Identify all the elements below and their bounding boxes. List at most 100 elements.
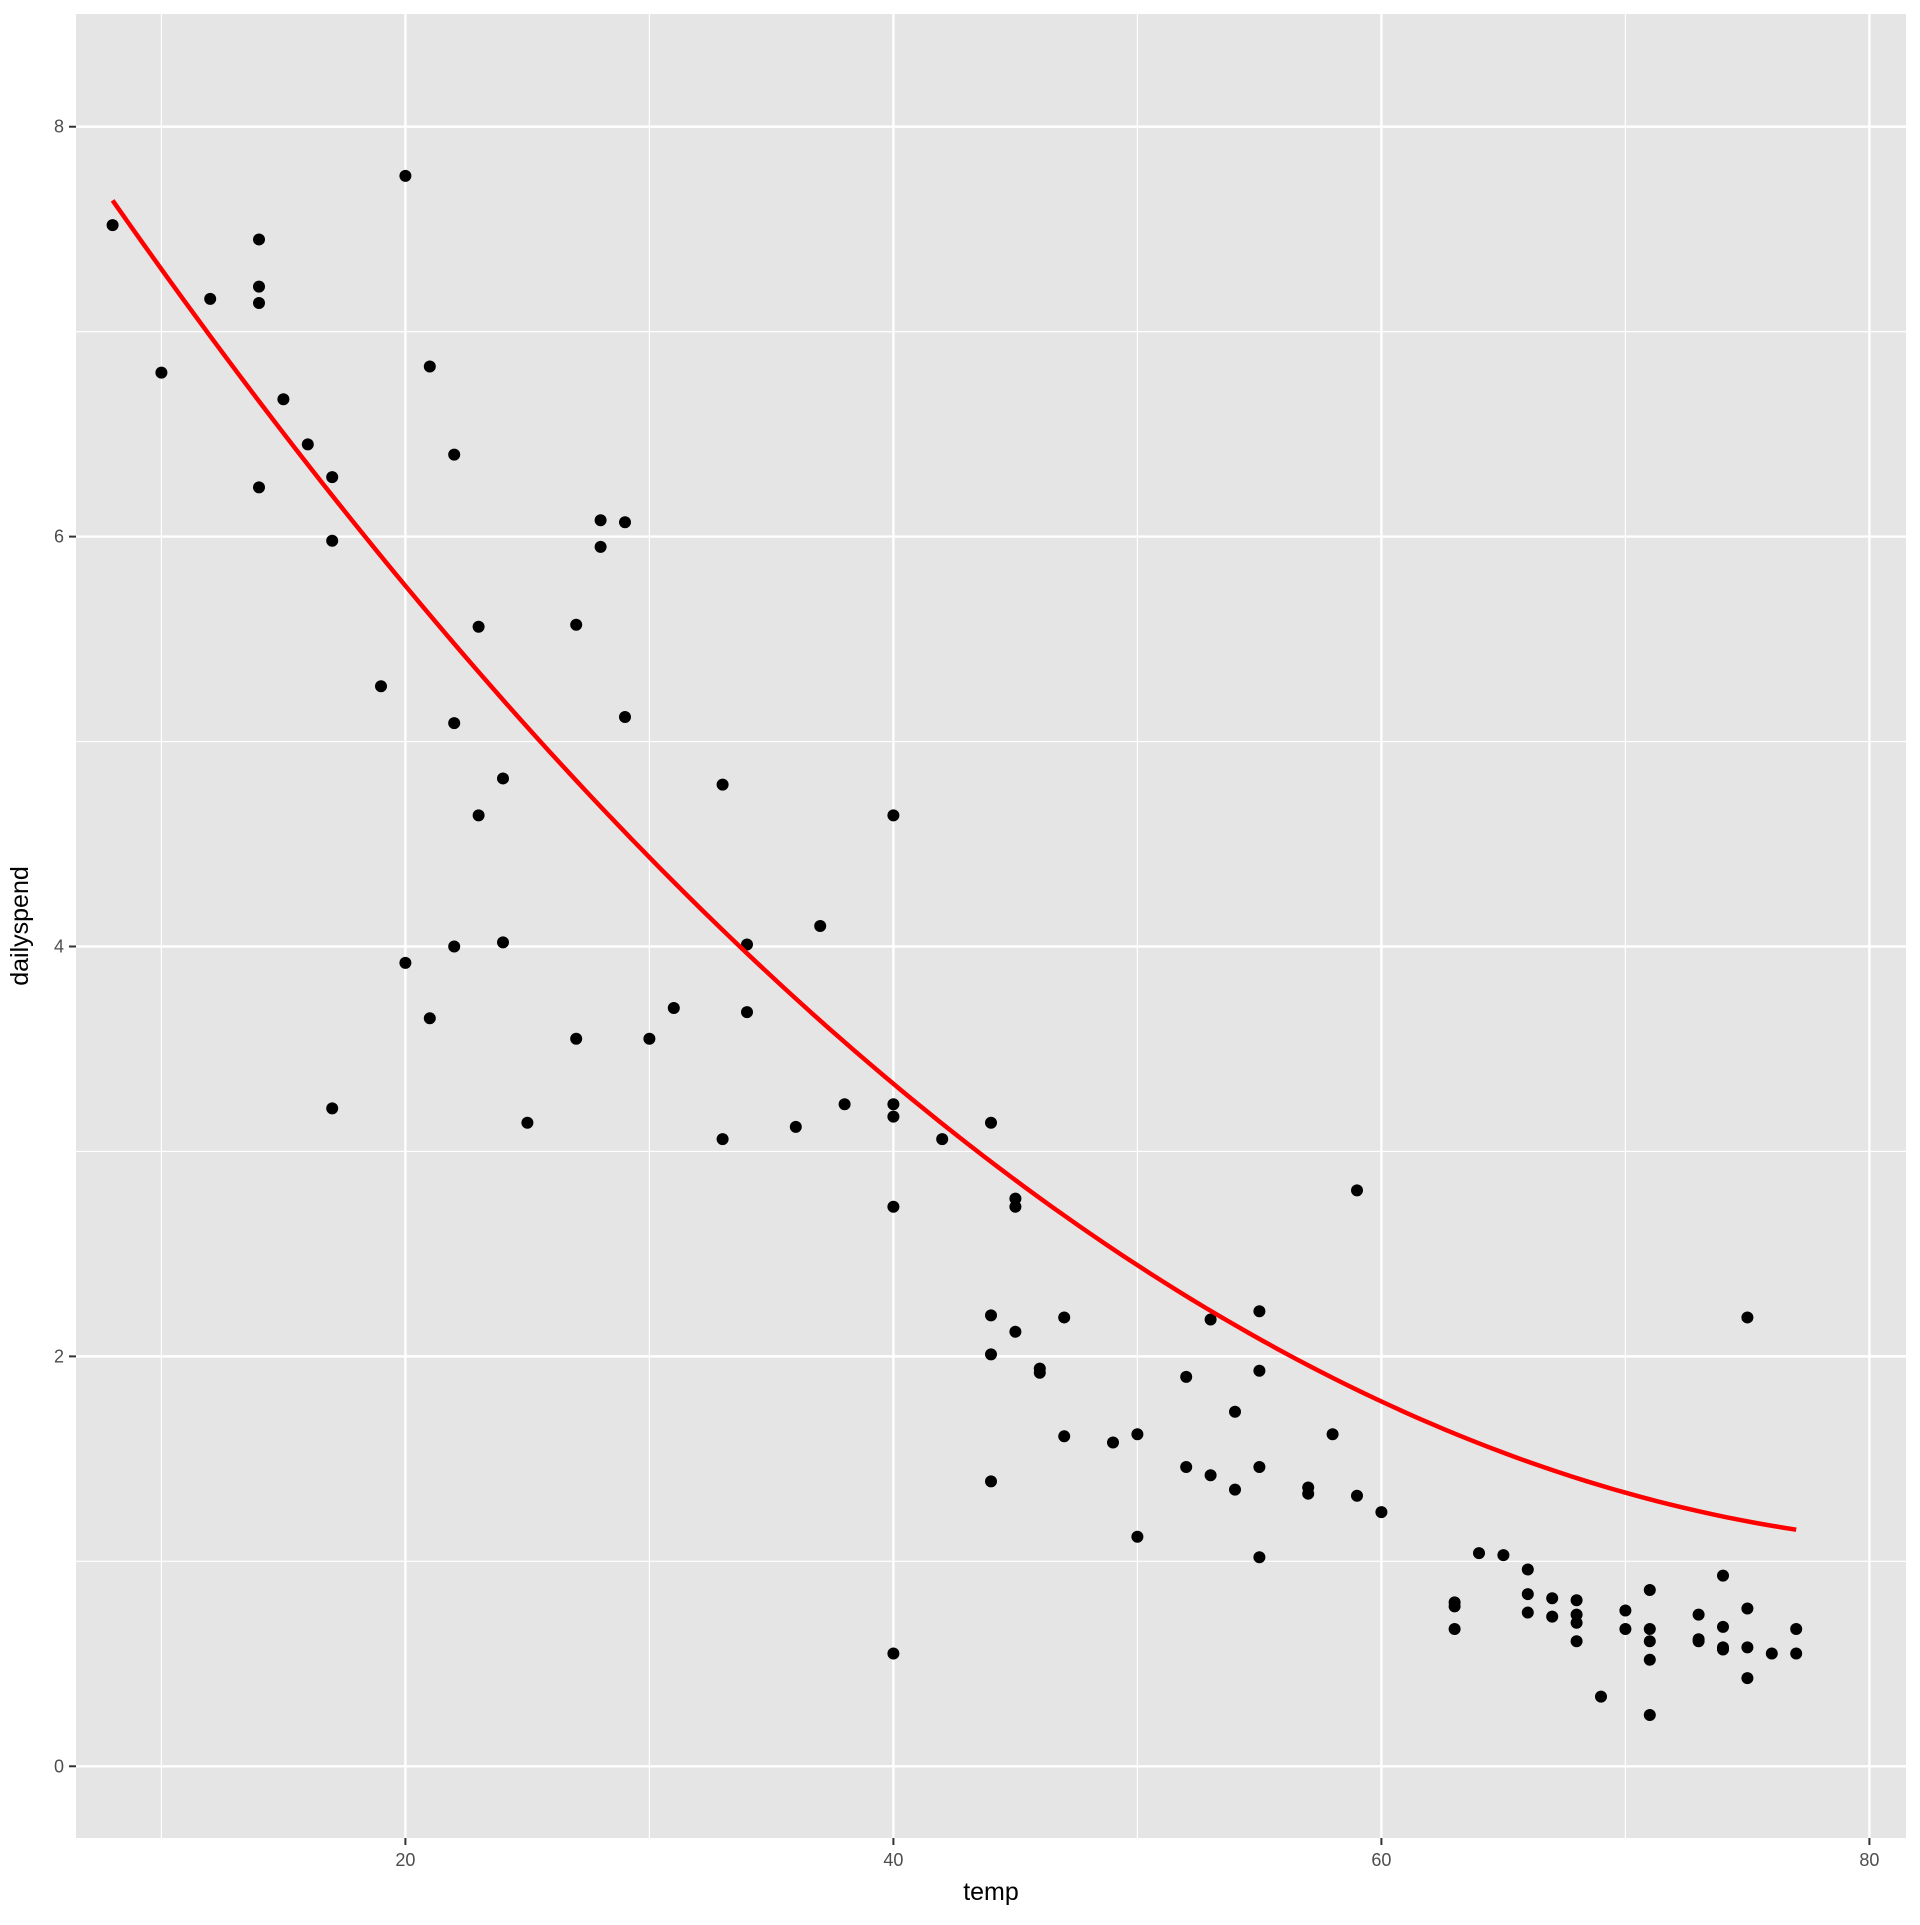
data-point — [1790, 1647, 1803, 1660]
y-tick-label: 0 — [54, 1756, 64, 1776]
data-point — [985, 1348, 997, 1361]
data-point — [1253, 1305, 1266, 1318]
x-tick-label: 40 — [883, 1850, 903, 1870]
data-point — [1009, 1325, 1022, 1338]
data-point — [497, 772, 509, 785]
plot-panel — [76, 14, 1906, 1838]
data-point — [1643, 1622, 1656, 1635]
data-point — [814, 920, 827, 932]
data-point — [497, 936, 509, 949]
data-point — [1253, 1461, 1266, 1474]
data-point — [1180, 1370, 1193, 1383]
data-point — [1717, 1643, 1729, 1656]
x-axis: 20 40 60 80 — [395, 1838, 1879, 1870]
data-point — [399, 169, 412, 182]
data-point — [1741, 1641, 1754, 1654]
data-point — [716, 778, 729, 791]
data-point — [1448, 1622, 1461, 1635]
data-point — [326, 534, 339, 547]
data-point — [570, 618, 583, 631]
y-tick-label: 8 — [54, 117, 64, 137]
data-point — [1570, 1635, 1583, 1648]
data-point — [1229, 1405, 1241, 1418]
data-point — [277, 393, 290, 406]
data-point — [1009, 1192, 1022, 1205]
data-point — [1107, 1436, 1119, 1449]
data-point — [1570, 1616, 1583, 1629]
data-point — [1204, 1313, 1217, 1326]
data-point — [1717, 1569, 1729, 1582]
x-axis-title: temp — [963, 1878, 1019, 1906]
data-point — [1473, 1547, 1485, 1560]
data-point — [1009, 1200, 1022, 1213]
data-point — [1058, 1430, 1071, 1443]
data-point — [838, 1098, 851, 1111]
data-point — [1765, 1647, 1778, 1660]
y-tick-label: 6 — [54, 527, 64, 547]
data-point — [1643, 1653, 1656, 1666]
data-point — [253, 233, 265, 246]
data-point — [1741, 1672, 1754, 1685]
data-point — [1546, 1610, 1559, 1623]
data-point — [326, 471, 339, 484]
data-point — [1229, 1483, 1241, 1496]
y-tick-label: 4 — [54, 936, 64, 956]
data-point — [399, 956, 412, 969]
data-point — [1741, 1311, 1754, 1324]
data-point — [741, 1006, 753, 1019]
data-point — [1131, 1530, 1144, 1543]
data-point — [887, 1647, 900, 1660]
data-point — [1570, 1594, 1583, 1607]
data-point — [1204, 1469, 1217, 1482]
data-point — [887, 809, 900, 822]
data-point — [985, 1475, 997, 1488]
data-point — [594, 514, 607, 527]
data-point — [253, 481, 265, 494]
data-point — [1351, 1489, 1363, 1502]
data-point — [1521, 1606, 1534, 1619]
y-axis-title: dailyspend — [6, 866, 34, 986]
data-point — [472, 809, 485, 822]
data-point — [448, 448, 461, 461]
data-point — [1058, 1311, 1071, 1324]
data-point — [1643, 1709, 1656, 1722]
data-points — [106, 169, 1803, 1722]
data-point — [985, 1309, 997, 1322]
data-point — [667, 1001, 680, 1014]
data-point — [936, 1133, 949, 1146]
fit-curve-line — [110, 199, 1797, 1532]
data-point — [204, 292, 217, 305]
data-point — [472, 620, 485, 633]
data-point — [1643, 1635, 1656, 1648]
data-point — [1692, 1608, 1705, 1621]
data-point — [375, 680, 387, 693]
x-tick-label: 80 — [1859, 1850, 1879, 1870]
data-point — [1253, 1364, 1266, 1377]
data-point — [155, 366, 168, 379]
data-point — [1741, 1602, 1754, 1615]
data-point — [253, 280, 265, 293]
data-point — [326, 1102, 339, 1115]
data-point — [1448, 1600, 1461, 1613]
data-point — [1619, 1622, 1632, 1635]
data-point — [643, 1032, 656, 1045]
data-point — [521, 1116, 534, 1129]
data-point — [594, 540, 607, 553]
data-point — [1619, 1604, 1632, 1617]
data-point — [1180, 1461, 1193, 1474]
data-point — [789, 1120, 802, 1133]
data-point — [570, 1032, 583, 1045]
data-point — [985, 1116, 997, 1129]
data-point — [619, 516, 631, 529]
data-point — [1717, 1620, 1729, 1633]
data-point — [1253, 1551, 1266, 1564]
data-point — [1375, 1506, 1388, 1519]
data-point — [1790, 1622, 1803, 1635]
data-point — [1521, 1588, 1534, 1601]
x-tick-label: 60 — [1371, 1850, 1391, 1870]
x-tick-label: 20 — [395, 1850, 415, 1870]
y-axis: 0 2 4 6 8 — [54, 117, 76, 1776]
data-point — [1302, 1487, 1315, 1500]
